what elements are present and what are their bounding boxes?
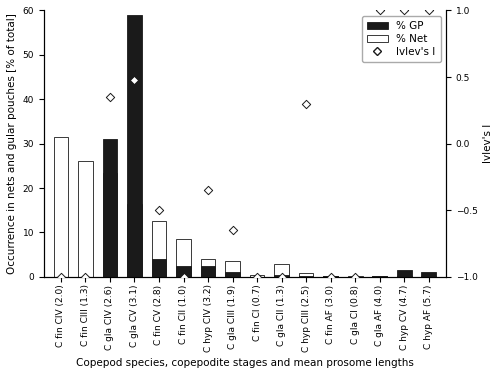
Bar — [299, 276, 314, 277]
Bar — [102, 139, 118, 277]
Bar — [348, 276, 362, 277]
Point — [424, 8, 432, 14]
Bar — [54, 137, 68, 277]
Point — [376, 8, 384, 14]
Bar — [102, 172, 118, 277]
Bar — [274, 274, 289, 277]
Legend: % GP, % Net, Ivlev's I: % GP, % Net, Ivlev's I — [362, 16, 440, 62]
Point — [278, 274, 285, 280]
Bar — [127, 204, 142, 277]
Y-axis label: Ivlev's I: Ivlev's I — [483, 124, 493, 163]
Point — [326, 274, 334, 280]
X-axis label: Copepod species, copepodite stages and mean prosome lengths: Copepod species, copepodite stages and m… — [76, 358, 414, 368]
Point — [400, 8, 408, 14]
Bar — [250, 274, 264, 277]
Point — [57, 274, 65, 280]
Y-axis label: Occurrence in nets and gular pouches [% of total]: Occurrence in nets and gular pouches [% … — [7, 13, 17, 274]
Point — [130, 77, 138, 83]
Bar — [299, 273, 314, 277]
Point — [228, 227, 236, 233]
Bar — [78, 161, 93, 277]
Bar — [422, 272, 436, 277]
Bar — [397, 270, 411, 277]
Bar — [200, 259, 216, 277]
Bar — [372, 276, 387, 277]
Bar — [176, 239, 191, 277]
Bar — [127, 15, 142, 277]
Point — [302, 101, 310, 107]
Bar — [225, 261, 240, 277]
Bar — [324, 276, 338, 277]
Bar — [324, 276, 338, 277]
Bar — [152, 259, 166, 277]
Point — [253, 274, 261, 280]
Bar — [225, 272, 240, 277]
Point — [180, 274, 188, 280]
Bar — [152, 221, 166, 277]
Bar — [274, 264, 289, 277]
Bar — [372, 276, 387, 277]
Bar — [397, 276, 411, 277]
Point — [204, 187, 212, 193]
Point — [155, 207, 163, 213]
Bar — [200, 266, 216, 277]
Bar — [176, 266, 191, 277]
Bar — [422, 276, 436, 277]
Point — [351, 274, 359, 280]
Point — [82, 274, 90, 280]
Point — [106, 94, 114, 100]
